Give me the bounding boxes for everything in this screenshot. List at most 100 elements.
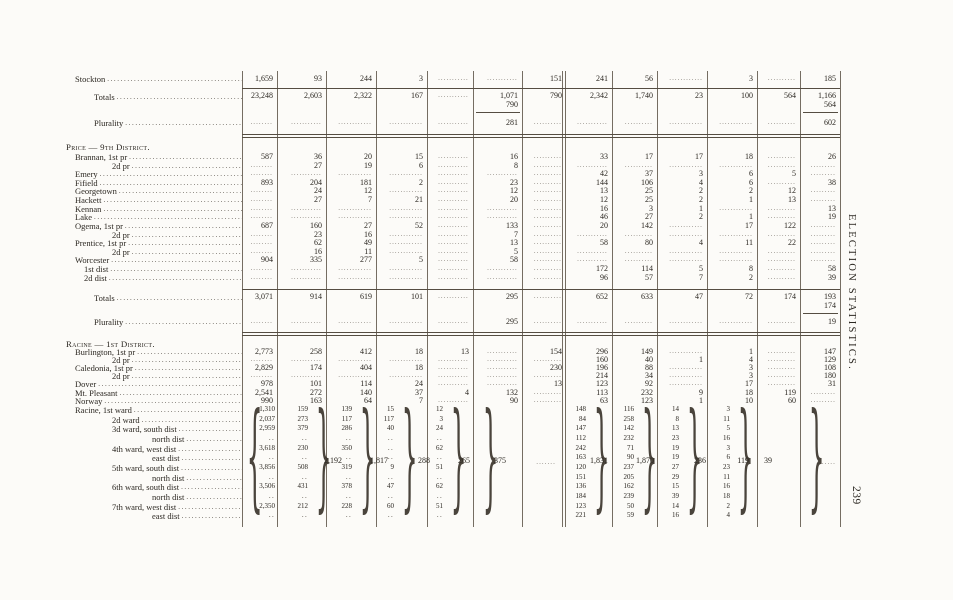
table-cell: 140 — [360, 387, 372, 397]
table-cell: 20 — [364, 152, 372, 161]
ward-cell: 23 — [672, 433, 679, 442]
table-cell: 114 — [360, 379, 372, 389]
table-cell: 404 — [360, 363, 372, 373]
ward-cell: 2,959 — [259, 424, 275, 433]
row-label: east dist...............................… — [62, 511, 242, 521]
dot-leader: ........................................… — [104, 396, 242, 405]
table-cell: 13 — [554, 379, 562, 389]
table-cell-dots: ......... — [810, 240, 836, 247]
table-cell: 16 — [314, 246, 322, 256]
row-label-text: 5th ward, south dist — [112, 462, 180, 473]
table-cell: 6 — [749, 169, 753, 179]
row-label: 2d ward.................................… — [62, 415, 242, 425]
row-label: Burlington, 1st pr......................… — [62, 347, 242, 357]
section-heading: Racine — 1st District. — [66, 339, 155, 349]
table-cell: 5 — [792, 169, 796, 179]
ward-bracket-dots: ....... — [536, 460, 556, 466]
stacked-value: 193 — [824, 292, 836, 301]
margin-running-title: ELECTION STATISTICS. — [846, 214, 857, 371]
table-cell: 1 — [699, 355, 703, 365]
table-cell-dots: .......... — [534, 373, 562, 380]
row-label-text: Caledonia, 1st pr — [75, 363, 133, 374]
ward-cell: 71 — [627, 443, 634, 452]
row-label: Plurality...............................… — [62, 118, 242, 128]
dot-leader: ........................................… — [99, 170, 242, 179]
ward-cell-dots: .. — [268, 472, 275, 481]
table-cell-dots: ............ — [719, 231, 753, 238]
table-cell-dots: ........... — [577, 248, 608, 255]
table-cell: 129 — [824, 355, 836, 365]
ward-cell: 273 — [297, 414, 309, 423]
stacked-value: 174 — [824, 300, 836, 310]
row-label: north dist..............................… — [62, 492, 242, 502]
table-cell-dots: .......... — [534, 294, 562, 300]
table-cell-dots: .......... — [768, 319, 796, 325]
table-cell: 633 — [641, 292, 653, 301]
ward-cell: 2 — [726, 501, 731, 510]
table-cell: 108 — [824, 363, 836, 373]
row-label: Stockton................................… — [62, 74, 242, 84]
column-rule — [757, 71, 758, 527]
ward-cell: 18 — [723, 491, 730, 500]
row-label-text: Georgetown — [75, 186, 117, 197]
table-cell-dots: ........ — [250, 120, 273, 126]
dot-leader: ........................................… — [186, 473, 242, 482]
row-label-text: 3d ward, south dist — [112, 424, 177, 435]
table-cell: 58 — [510, 255, 518, 265]
ward-cell: 163 — [575, 453, 587, 462]
table-cell-dots: ......... — [810, 171, 836, 178]
table-cell: 3,071 — [255, 292, 273, 301]
table-cell-dots: ............ — [719, 162, 753, 169]
table-cell: 18 — [415, 347, 423, 356]
table-cell: 174 — [310, 363, 322, 373]
ward-cell: 39 — [672, 491, 679, 500]
table-cell: 564 — [784, 91, 796, 100]
table-cell: 13 — [461, 347, 469, 356]
ward-cell: 51 — [436, 462, 443, 471]
dot-leader: ........................................… — [116, 93, 242, 101]
table-cell: 180 — [824, 371, 836, 381]
ward-cell: 136 — [575, 482, 587, 491]
table-cell: 17 — [645, 152, 653, 161]
table-cell-dots: ........... — [438, 373, 469, 380]
table-cell: 2,322 — [354, 91, 372, 100]
table-cell-dots: ............ — [669, 349, 703, 355]
row-label: Ogema, 1st pr...........................… — [62, 221, 242, 231]
ward-open-brace: { — [246, 386, 263, 524]
row-label-text: 2d ward — [112, 414, 140, 425]
table-cell: 2 — [699, 195, 703, 205]
dot-leader: ........................................… — [131, 230, 242, 239]
table-cell-dots: ........... — [438, 154, 469, 160]
ward-cell: 84 — [579, 414, 586, 423]
ward-cell-dots: .. — [387, 511, 394, 520]
ward-cell: 50 — [627, 501, 634, 510]
table-cell: 58 — [828, 264, 836, 274]
ward-cell: 184 — [575, 491, 587, 500]
table-cell: 230 — [550, 363, 562, 373]
row-label: 3d ward, south dist.....................… — [62, 424, 242, 434]
table-cell: 149 — [641, 347, 653, 356]
table-cell: 652 — [596, 292, 608, 301]
ward-cell-dots: .. — [436, 453, 443, 462]
ward-cell: 3 — [726, 405, 731, 413]
table-cell-dots: .......... — [768, 357, 796, 364]
row-label: Racine, 1st ward........................… — [62, 405, 242, 415]
row-label-text: north dist — [152, 433, 185, 444]
row-label: Hackett.................................… — [62, 195, 242, 205]
table-cell: 100 — [741, 91, 753, 100]
row-label-text: north dist — [152, 491, 185, 502]
ward-cell: 12 — [436, 405, 443, 413]
table-cell: 62 — [314, 238, 322, 248]
table-cell-stacked: 1,166 564 — [801, 91, 836, 109]
dot-leader: ........................................… — [186, 434, 242, 443]
table-cell: 36 — [314, 152, 322, 161]
table-cell-dots: ........... — [438, 274, 469, 281]
dot-leader: ........................................… — [181, 512, 242, 521]
row-label: north dist..............................… — [62, 473, 242, 483]
row-label: Worcester...............................… — [62, 255, 242, 265]
row-label-text: Ogema, 1st pr — [75, 220, 123, 231]
ward-cell: 62 — [436, 482, 443, 491]
table-cell: 26 — [828, 152, 836, 161]
table-cell-dots: ........ — [250, 266, 273, 273]
dot-leader: ........................................… — [110, 265, 242, 274]
